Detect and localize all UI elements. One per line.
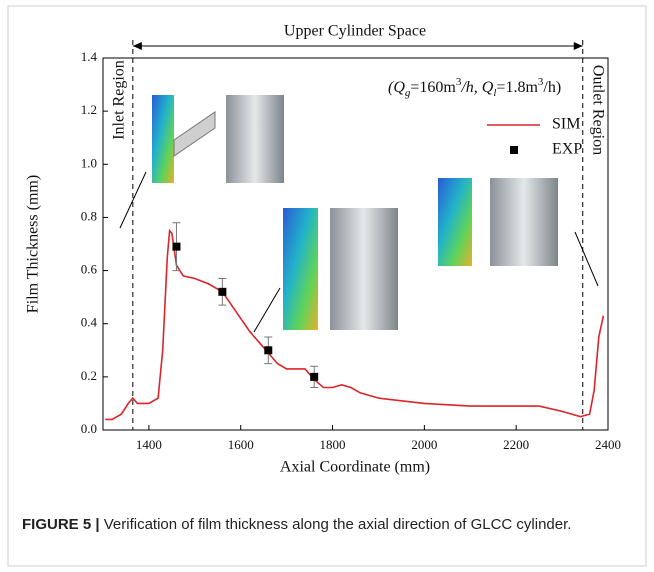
conditions-part: (Q — [388, 79, 405, 96]
pointer — [120, 172, 146, 228]
pointer — [254, 288, 280, 332]
exp-point — [218, 288, 226, 296]
x-axis-label: Axial Coordinate (mm) — [280, 459, 430, 476]
cfd-image — [152, 95, 174, 183]
exp-point — [310, 373, 318, 381]
legend-label: EXP — [552, 141, 582, 158]
caption: FIGURE 5 | Verification of film thicknes… — [22, 514, 622, 535]
caption-text: Verification of film thickness along the… — [104, 516, 572, 533]
figure: Upper Cylinder Space Inlet Region Outlet… — [0, 0, 654, 572]
x-tick-label: 2200 — [503, 437, 529, 452]
cfd-image — [283, 208, 318, 330]
photo — [330, 208, 398, 330]
conditions-part: /h) — [543, 79, 561, 96]
caption-label: FIGURE 5 | — [22, 516, 100, 533]
y-axis-label: Film Thickness (mm) — [25, 175, 42, 313]
pointer — [575, 232, 598, 286]
legend-marker — [510, 146, 518, 154]
conditions-part: =160m — [410, 79, 456, 96]
y-tick-label: 0.8 — [81, 208, 97, 223]
conditions-part: /h, Q — [460, 79, 493, 96]
photos — [120, 95, 598, 332]
y-tick-label: 1.4 — [81, 49, 98, 64]
photo — [226, 95, 284, 183]
x-tick-label: 1800 — [320, 437, 346, 452]
region-label: Upper Cylinder Space — [284, 23, 426, 40]
y-tick-label: 0.6 — [81, 262, 98, 277]
exp-point — [172, 243, 180, 251]
y-tick-label: 1.2 — [81, 102, 97, 117]
conditions: (Qg=160m3/h, Ql=1.8m3/h) — [388, 76, 561, 99]
region-label: Inlet Region — [111, 60, 128, 140]
y-tick-label: 0.0 — [81, 421, 97, 436]
x-tick-label: 1400 — [136, 437, 162, 452]
x-tick-label: 2000 — [411, 437, 437, 452]
page: {"chart_data": {"type": "line", "xlabel"… — [0, 0, 654, 572]
y-tick-label: 0.4 — [81, 315, 98, 330]
x-tick-label: 1600 — [228, 437, 254, 452]
cfd-image — [438, 178, 472, 266]
region-label: Outlet Region — [589, 65, 606, 155]
photo — [490, 178, 558, 266]
cfd-inlet — [174, 112, 215, 156]
conditions-part: =1.8m — [496, 79, 538, 96]
y-tick-label: 0.2 — [81, 368, 97, 383]
exp-point — [264, 346, 272, 354]
y-tick-label: 1.0 — [81, 155, 97, 170]
x-tick-label: 2400 — [595, 437, 621, 452]
legend-label: SIM — [552, 116, 580, 133]
